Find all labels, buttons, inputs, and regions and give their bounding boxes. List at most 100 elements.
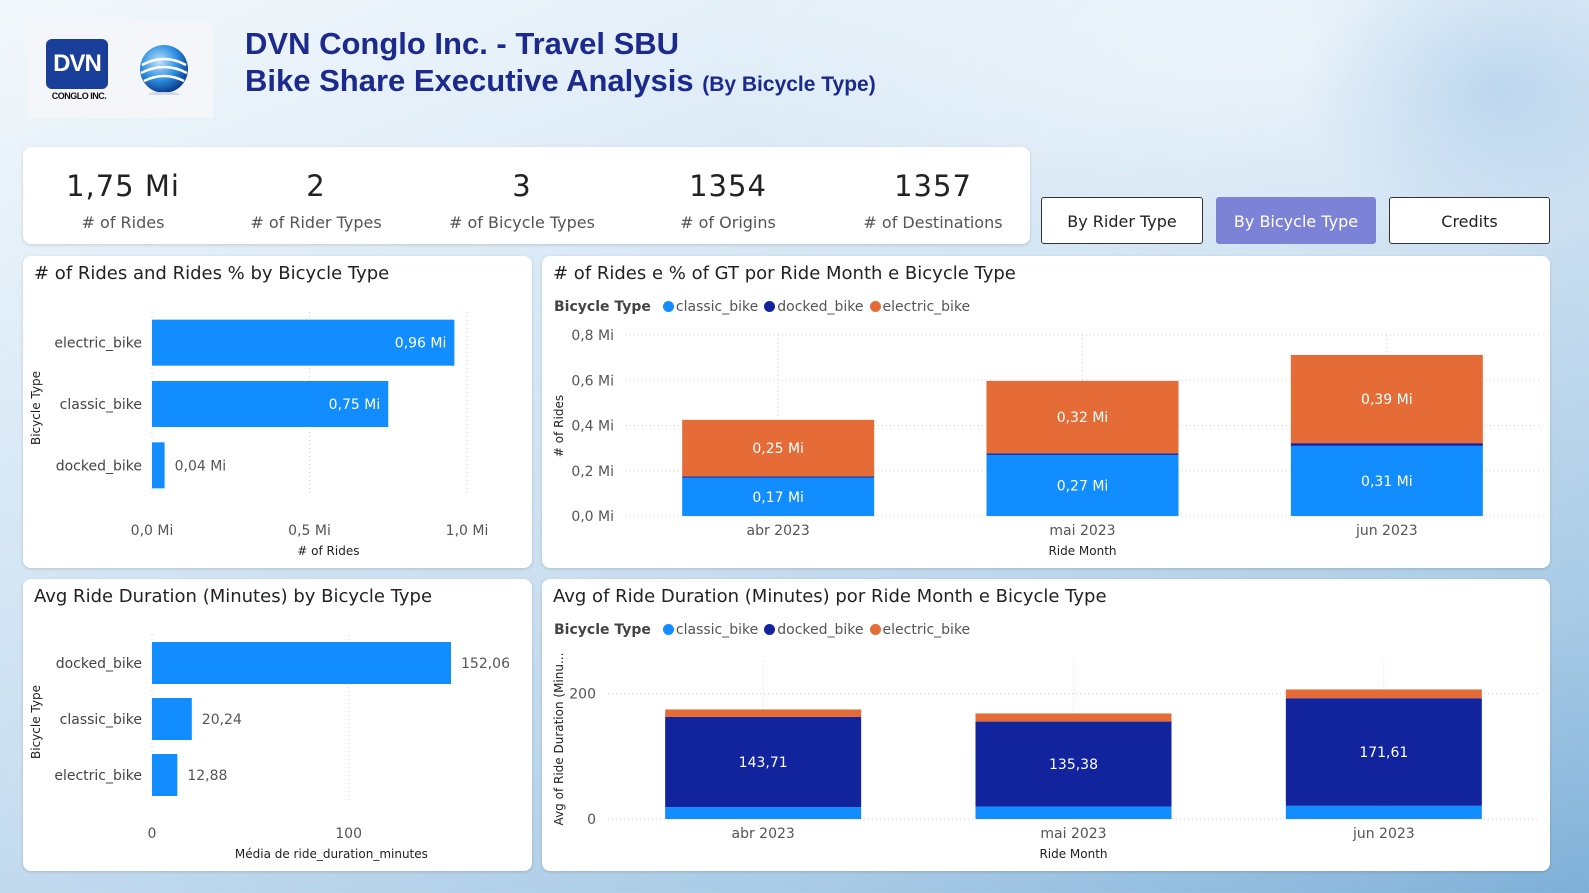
bar-segment xyxy=(665,807,862,819)
bar-segment xyxy=(975,806,1172,819)
chart-title: # of Rides e % of GT por Ride Month e Bi… xyxy=(553,263,1016,284)
data-label: 0,31 Mi xyxy=(1361,474,1413,490)
x-tick-label: mai 2023 xyxy=(1040,826,1106,842)
bar xyxy=(152,442,165,489)
legend-item-docked[interactable]: docked_bike xyxy=(777,299,864,315)
rides-by-month-chart: 0,0 Mi 0,2 Mi 0,4 Mi 0,6 Mi 0,8 Mi # of Rides… xyxy=(552,328,1539,558)
y-axis-label: # of Rides xyxy=(552,395,566,457)
y-axis-label: Bicycle Type xyxy=(29,685,43,759)
legend-marker xyxy=(662,301,674,312)
globe-logo-icon xyxy=(140,45,188,95)
bar-segment xyxy=(682,476,875,478)
kpi-value: 3 xyxy=(512,169,532,203)
legend-marker xyxy=(764,624,776,635)
x-axis-label: # of Rides xyxy=(297,544,359,558)
category-label: electric_bike xyxy=(54,336,142,352)
category-label: classic_bike xyxy=(60,397,142,413)
kpi-rides: 1,75 Mi # of Rides xyxy=(23,147,223,244)
kpi-bicycle-types: 3 # of Bicycle Types xyxy=(422,147,622,244)
by-rider-type-button[interactable]: By Rider Type xyxy=(1041,197,1203,244)
x-tick-label: abr 2023 xyxy=(747,523,810,539)
data-label: 143,71 xyxy=(739,755,788,771)
x-tick-label: mai 2023 xyxy=(1049,523,1115,539)
bar-segment xyxy=(986,380,1179,454)
x-tick-label: 1,0 Mi xyxy=(446,523,489,539)
bar-segment xyxy=(1290,445,1483,516)
category-label: classic_bike xyxy=(60,712,142,728)
bar-segment xyxy=(986,454,1179,516)
duration-by-type-chart: 0 100 Média de ride_duration_minutes Bicycl… xyxy=(29,635,510,861)
x-axis-label: Média de ride_duration_minutes xyxy=(235,847,428,861)
legend-item-electric[interactable]: electric_bike xyxy=(882,299,971,315)
legend-item-classic[interactable]: classic_bike xyxy=(675,299,759,315)
y-tick-label: 0,6 Mi xyxy=(571,373,614,389)
bar xyxy=(152,319,455,366)
chart-title: # of Rides and Rides % by Bicycle Type xyxy=(34,263,390,284)
bar-segment xyxy=(665,716,862,808)
kpi-panel: 1,75 Mi # of Rides 2 # of Rider Types 3 … xyxy=(23,147,1030,244)
data-label: 0,75 Mi xyxy=(329,397,381,413)
bar-segment xyxy=(1285,689,1482,699)
bar-segment xyxy=(1285,698,1482,806)
chart-title: Avg Ride Duration (Minutes) by Bicycle T… xyxy=(34,586,433,607)
chart-legend: Bicycle Type classic_bike docked_bike elect… xyxy=(554,622,970,638)
y-axis-label: Bicycle Type xyxy=(29,371,43,445)
kpi-origins: 1354 # of Origins xyxy=(628,147,828,244)
legend-item-docked[interactable]: docked_bike xyxy=(777,622,864,638)
bar xyxy=(152,381,389,427)
legend-item-electric[interactable]: electric_bike xyxy=(882,622,971,638)
kpi-value: 1354 xyxy=(689,169,767,203)
x-tick-label: 0 xyxy=(148,826,157,842)
kpi-value: 1357 xyxy=(894,169,972,203)
page-subtitle-main: Bike Share Executive Analysis xyxy=(245,63,694,98)
category-label: electric_bike xyxy=(54,768,142,784)
page-subtitle-suffix: (By Bicycle Type) xyxy=(702,73,876,96)
data-label: 152,06 xyxy=(461,656,510,672)
rides-by-month-card: # of Rides e % of GT por Ride Month e Bi… xyxy=(542,256,1550,568)
bar-segment xyxy=(1285,805,1482,819)
legend-item-classic[interactable]: classic_bike xyxy=(675,622,759,638)
legend-title: Bicycle Type xyxy=(554,299,651,315)
dvn-logo: DVN xyxy=(46,39,108,89)
x-tick-label: abr 2023 xyxy=(732,826,795,842)
x-tick-label: jun 2023 xyxy=(1355,523,1418,539)
data-label: 135,38 xyxy=(1049,757,1098,773)
y-axis-label: Avg of Ride Duration (Minu... xyxy=(552,653,566,826)
x-tick-label: 100 xyxy=(335,826,362,842)
chart-title: Avg of Ride Duration (Minutes) por Ride … xyxy=(553,586,1107,607)
data-label: 0,27 Mi xyxy=(1057,478,1109,494)
data-label: 0,25 Mi xyxy=(752,441,804,457)
data-label: 12,88 xyxy=(187,768,227,784)
by-bicycle-type-button[interactable]: By Bicycle Type xyxy=(1216,197,1376,244)
x-axis-label: Ride Month xyxy=(1048,544,1116,558)
data-label: 0,17 Mi xyxy=(752,490,804,506)
y-tick-label: 0,0 Mi xyxy=(571,509,614,525)
kpi-value: 1,75 Mi xyxy=(66,169,180,203)
page-subtitle: Bike Share Executive Analysis (By Bicycl… xyxy=(245,63,876,99)
bar-segment xyxy=(1290,443,1483,446)
y-tick-label: 0,4 Mi xyxy=(571,419,614,435)
credits-button[interactable]: Credits xyxy=(1389,197,1550,244)
chart-legend: Bicycle Type classic_bike docked_bike elect… xyxy=(554,299,970,315)
legend-marker xyxy=(764,301,776,312)
y-tick-label: 200 xyxy=(569,687,596,703)
page-title: DVN Conglo Inc. - Travel SBU xyxy=(245,26,680,61)
legend-marker xyxy=(869,624,881,635)
x-tick-label: 0,5 Mi xyxy=(288,523,331,539)
duration-by-month-card: Avg of Ride Duration (Minutes) por Ride … xyxy=(542,579,1550,871)
x-tick-label: 0,0 Mi xyxy=(131,523,174,539)
data-label: 0,96 Mi xyxy=(395,336,447,352)
category-label: docked_bike xyxy=(56,656,142,672)
y-tick-label: 0,2 Mi xyxy=(571,464,614,480)
duration-by-type-card: Avg Ride Duration (Minutes) by Bicycle T… xyxy=(23,579,532,871)
kpi-label: # of Rides xyxy=(81,213,165,232)
legend-title: Bicycle Type xyxy=(554,622,651,638)
kpi-destinations: 1357 # of Destinations xyxy=(833,147,1033,244)
kpi-value: 2 xyxy=(306,169,326,203)
data-label: 0,39 Mi xyxy=(1361,392,1413,408)
y-tick-label: 0,8 Mi xyxy=(571,328,614,344)
rides-by-type-chart: 0,0 Mi 0,5 Mi 1,0 Mi # of Rides Bicycle Type… xyxy=(29,312,489,558)
dvn-logo-subtext: CONGLO INC. xyxy=(51,91,107,101)
data-label: 0,04 Mi xyxy=(175,458,227,474)
x-axis-label: Ride Month xyxy=(1039,847,1107,861)
